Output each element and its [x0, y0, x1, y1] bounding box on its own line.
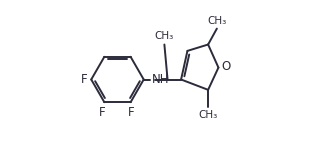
Text: CH₃: CH₃ [155, 31, 174, 41]
Text: O: O [222, 60, 231, 73]
Text: F: F [81, 73, 88, 86]
Text: CH₃: CH₃ [207, 16, 226, 26]
Text: CH₃: CH₃ [199, 110, 218, 120]
Text: F: F [128, 106, 135, 119]
Text: F: F [99, 106, 105, 119]
Text: NH: NH [152, 73, 169, 86]
